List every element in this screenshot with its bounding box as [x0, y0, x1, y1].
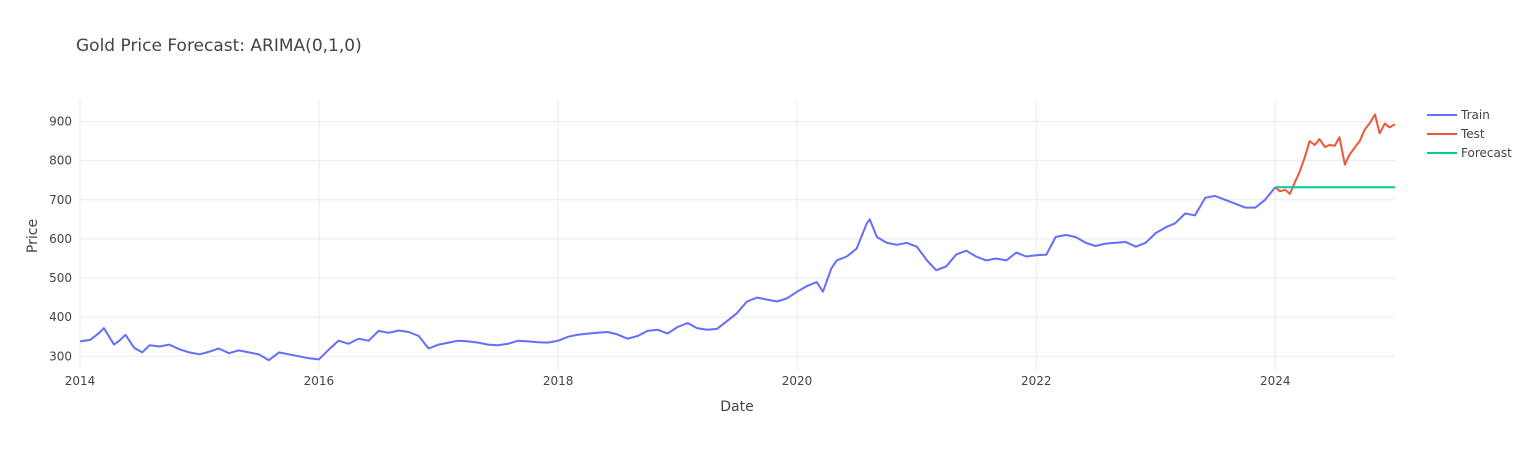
- y-tick-label: 600: [49, 232, 72, 246]
- legend-item-train[interactable]: Train: [1427, 108, 1490, 122]
- legend-label: Train: [1460, 108, 1490, 122]
- x-tick-label: 2024: [1260, 374, 1291, 388]
- legend-item-test[interactable]: Test: [1427, 127, 1485, 141]
- series-line-test: [1274, 113, 1396, 195]
- x-tick-label: 2016: [304, 374, 335, 388]
- x-tick-label: 2022: [1021, 374, 1052, 388]
- y-tick-label: 400: [49, 310, 72, 324]
- y-axis-title: Price: [25, 219, 41, 253]
- y-tick-label: 300: [49, 349, 72, 363]
- grid-lines: [79, 100, 1395, 370]
- legend[interactable]: Train Test Forecast: [1427, 108, 1512, 160]
- x-tick-label: 2018: [543, 374, 574, 388]
- x-axis-ticks: 2014 2016 2018 2020 2022 2024: [65, 374, 1291, 388]
- y-tick-label: 500: [49, 271, 72, 285]
- x-tick-label: 2020: [782, 374, 813, 388]
- x-axis-title: Date: [720, 399, 753, 415]
- legend-label: Test: [1460, 127, 1485, 141]
- chart-title: Gold Price Forecast: ARIMA(0,1,0): [76, 36, 362, 56]
- y-tick-label: 900: [49, 115, 72, 129]
- y-tick-label: 800: [49, 154, 72, 168]
- y-axis-ticks: 300 400 500 600 700 800 900: [49, 115, 72, 364]
- legend-label: Forecast: [1461, 146, 1512, 160]
- legend-item-forecast[interactable]: Forecast: [1427, 146, 1512, 160]
- y-tick-label: 700: [49, 193, 72, 207]
- series-line-train: [79, 186, 1276, 362]
- series-lines: [79, 113, 1396, 362]
- x-tick-label: 2014: [65, 374, 96, 388]
